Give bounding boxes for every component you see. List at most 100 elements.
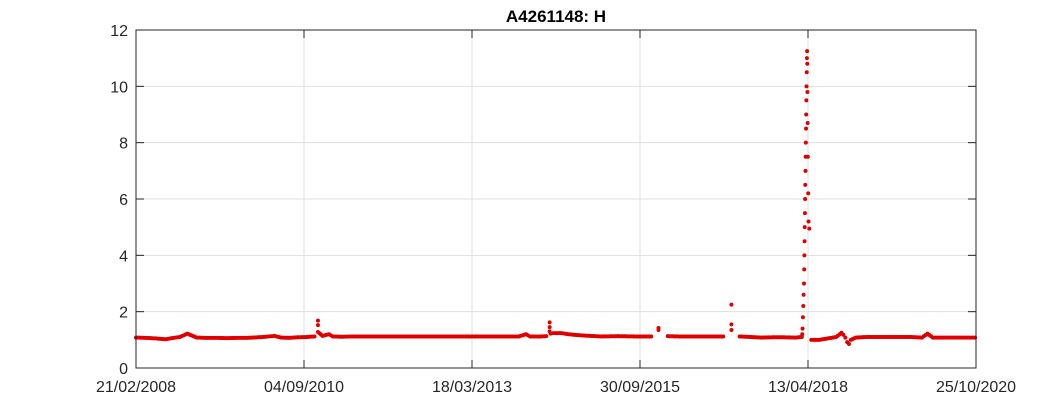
x-tick-label: 13/04/2018: [768, 379, 848, 396]
data-point: [303, 335, 308, 340]
data-point: [597, 334, 602, 339]
data-point: [285, 335, 290, 340]
data-point: [572, 332, 577, 337]
y-tick-label: 2: [119, 305, 128, 322]
data-point: [805, 61, 810, 66]
data-point: [852, 336, 857, 341]
data-point: [907, 335, 912, 340]
data-point: [675, 334, 680, 339]
data-point: [243, 335, 248, 340]
data-points: [134, 49, 978, 347]
data-point: [277, 335, 282, 340]
data-point: [803, 182, 808, 187]
x-tick-label: 04/09/2010: [264, 379, 344, 396]
data-point: [804, 98, 809, 103]
data-point: [884, 335, 889, 340]
data-point: [841, 332, 846, 337]
y-tick-label: 8: [119, 136, 128, 153]
data-point: [614, 334, 619, 339]
data-point: [804, 56, 809, 61]
axis-ticks: [135, 29, 977, 369]
data-point: [556, 331, 561, 336]
data-point: [805, 154, 810, 159]
data-point: [522, 332, 527, 337]
y-tick-label: 0: [119, 361, 128, 378]
data-point: [729, 302, 734, 307]
x-tick-label: 21/02/2008: [96, 379, 176, 396]
data-point: [929, 334, 934, 339]
data-point: [802, 267, 807, 272]
data-point: [449, 334, 454, 339]
data-point: [729, 327, 734, 332]
data-point: [142, 335, 147, 340]
data-point: [294, 335, 299, 340]
data-point: [152, 336, 157, 341]
data-point: [437, 334, 442, 339]
data-point: [349, 334, 354, 339]
data-point: [542, 334, 547, 339]
data-point: [193, 334, 198, 339]
data-point: [837, 332, 842, 337]
data-point: [780, 335, 785, 340]
data-point: [270, 334, 275, 339]
data-point: [564, 331, 569, 336]
data-point: [547, 320, 552, 325]
data-point: [647, 334, 652, 339]
data-point: [940, 335, 945, 340]
data-point: [769, 335, 774, 340]
data-point: [223, 336, 228, 341]
data-point: [803, 197, 808, 201]
data-point: [843, 335, 848, 340]
data-point: [951, 335, 956, 340]
data-point: [504, 334, 509, 339]
data-point: [804, 70, 809, 75]
data-point: [798, 335, 803, 340]
y-tick-label: 10: [110, 79, 128, 96]
data-point: [515, 334, 520, 339]
data-point: [318, 332, 323, 337]
data-point: [338, 334, 343, 339]
y-tick-label: 12: [110, 23, 128, 40]
data-point: [259, 335, 264, 340]
x-tick-labels: 21/02/2008 04/09/2010 18/03/2013 30/09/2015…: [96, 379, 1016, 396]
data-point: [862, 335, 867, 340]
data-point: [686, 334, 691, 339]
x-tick-label: 18/03/2013: [432, 379, 512, 396]
data-point: [581, 333, 586, 338]
data-point: [802, 211, 807, 216]
x-tick-label: 30/09/2015: [600, 379, 680, 396]
data-point: [171, 335, 176, 340]
data-point: [923, 332, 928, 337]
data-point: [803, 140, 808, 145]
data-point: [873, 335, 878, 340]
data-point: [719, 334, 724, 339]
data-point: [800, 332, 805, 337]
data-point: [315, 318, 320, 323]
data-point: [310, 334, 315, 339]
data-point: [176, 335, 181, 340]
data-point: [371, 334, 376, 339]
y-tick-label: 4: [119, 248, 128, 265]
data-point: [708, 334, 713, 339]
data-point: [805, 120, 810, 125]
data-point: [824, 336, 829, 341]
data-point: [161, 337, 166, 342]
data-point: [807, 226, 812, 231]
data-point: [328, 333, 333, 338]
data-point: [471, 334, 476, 339]
data-point: [233, 335, 238, 340]
x-tick-label: 25/10/2020: [936, 379, 1016, 396]
chart-title: A4261148: H: [506, 7, 606, 26]
data-point: [801, 292, 806, 297]
data-point: [325, 332, 330, 337]
data-point: [631, 334, 636, 339]
data-point: [962, 335, 967, 340]
data-point: [791, 335, 796, 340]
data-point: [729, 322, 734, 327]
data-point: [697, 334, 702, 339]
data-point: [804, 126, 809, 131]
data-point: [393, 334, 398, 339]
data-point: [804, 84, 809, 89]
data-point: [804, 112, 809, 117]
data-point: [802, 225, 807, 230]
